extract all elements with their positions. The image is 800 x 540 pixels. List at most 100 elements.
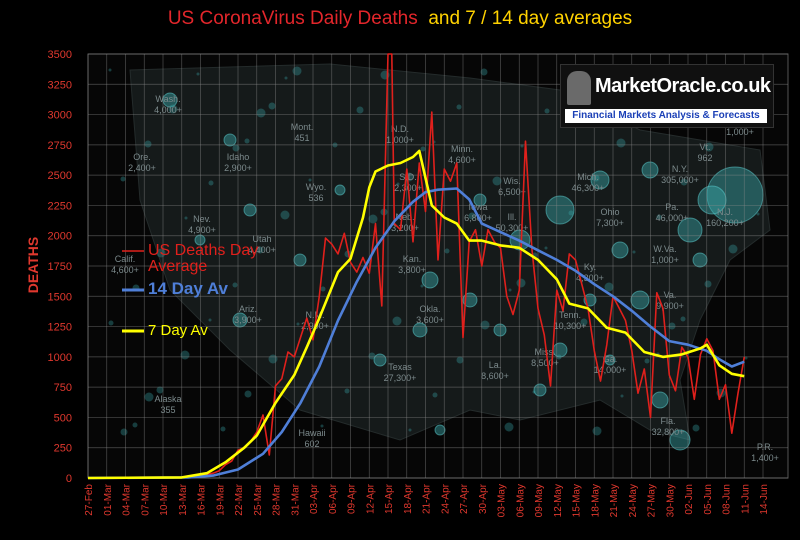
state-name: Okla. xyxy=(419,304,440,314)
state-count: 4,300+ xyxy=(576,273,604,283)
case-bubble xyxy=(243,203,257,217)
state-name: N.Y. xyxy=(672,164,688,174)
case-bubble xyxy=(680,178,688,186)
case-bubble xyxy=(641,161,659,179)
x-tick-label: 27-Apr xyxy=(459,483,470,514)
state-name: Iowa xyxy=(468,202,487,212)
state-count: 9,900+ xyxy=(656,301,684,311)
y-tick-label: 2000 xyxy=(48,231,72,243)
x-tick-label: 15-May xyxy=(572,484,583,517)
case-bubble xyxy=(232,144,240,152)
state-count: 305,000+ xyxy=(661,175,699,185)
case-bubble xyxy=(108,68,112,72)
case-bubble xyxy=(356,106,364,114)
case-bubble xyxy=(268,354,278,364)
state-name: Ohio xyxy=(600,207,619,217)
case-bubble xyxy=(632,250,636,254)
logo-tagline: Financial Markets Analysis & Forecasts xyxy=(565,109,767,123)
case-bubble xyxy=(644,358,650,364)
x-tick-label: 24-May xyxy=(628,484,639,517)
x-tick-label: 12-Apr xyxy=(365,483,376,514)
legend-label: 7 Day Av xyxy=(148,322,208,339)
case-bubble xyxy=(480,68,488,76)
y-tick-label: 1250 xyxy=(48,322,72,334)
state-name: Ga. xyxy=(603,354,618,364)
x-axis-ticks: 27-Feb 01-Mar 04-Mar 07-Mar 10-Mar 13-Mar 16-M… xyxy=(84,483,770,517)
x-tick-label: 21-Apr xyxy=(422,483,433,514)
state-name: Va. xyxy=(664,290,677,300)
legend-label-line1: US Deaths Day xyxy=(148,242,258,259)
state-name: Tenn. xyxy=(559,310,581,320)
state-label: La. 8,600+ xyxy=(481,360,509,381)
case-bubble xyxy=(508,288,512,292)
state-label: N.D. 1,000+ xyxy=(386,124,414,145)
state-count: 3,900+ xyxy=(234,315,262,325)
state-name: Alaska xyxy=(154,394,181,404)
state-count: 50,300+ xyxy=(496,223,529,233)
y-tick-label: 3000 xyxy=(48,110,72,122)
case-bubble xyxy=(344,388,350,394)
case-bubble xyxy=(568,210,574,216)
case-bubble xyxy=(368,352,376,360)
state-name: Wash. xyxy=(155,94,180,104)
y-tick-label: 3250 xyxy=(48,79,72,91)
case-bubble xyxy=(580,318,588,326)
case-bubble xyxy=(268,102,276,110)
state-label: Ariz. 3,900+ xyxy=(234,304,262,325)
state-label: Ga. 14,000+ xyxy=(594,354,627,375)
state-count: 962 xyxy=(697,153,712,163)
y-axis-ticks: 0 250 500 750 1000 1250 1500 1750 2000 2250 2500 27… xyxy=(48,49,72,485)
state-label: W.Va. 1,000+ xyxy=(651,244,679,265)
case-bubble xyxy=(692,424,700,432)
state-label: Ore. 2,400+ xyxy=(128,152,156,173)
chart-title: US CoronaVirus Daily Deaths and 7 / 14 d… xyxy=(0,8,800,30)
y-tick-label: 2500 xyxy=(48,170,72,182)
case-bubble xyxy=(756,212,760,216)
case-bubble xyxy=(692,252,708,268)
state-label: N.Y. 305,000+ xyxy=(661,164,699,185)
state-count: 8,500+ xyxy=(531,358,559,368)
x-tick-label: 07-Mar xyxy=(140,483,151,515)
case-bubble xyxy=(144,392,154,402)
case-bubble xyxy=(412,322,428,338)
case-bubble xyxy=(168,104,178,114)
state-count: 355 xyxy=(160,405,175,415)
case-bubble xyxy=(373,353,387,367)
case-bubble xyxy=(704,280,712,288)
y-tick-label: 750 xyxy=(54,382,72,394)
case-bubble xyxy=(320,286,326,292)
x-tick-label: 14-Jun xyxy=(759,484,770,515)
state-label: Hawaii 602 xyxy=(298,428,325,449)
case-bubble xyxy=(194,234,206,246)
state-name: Minn. xyxy=(451,144,473,154)
state-name: Ill. xyxy=(508,212,517,222)
case-bubble xyxy=(456,356,464,364)
case-bubble xyxy=(280,210,290,220)
state-count: 6,500+ xyxy=(498,187,526,197)
state-name: Mich. xyxy=(577,172,599,182)
logo-brand: MarketOracle.co.uk xyxy=(595,75,771,97)
y-tick-label: 0 xyxy=(66,473,72,485)
case-bubble xyxy=(196,72,200,76)
case-bubble xyxy=(420,284,424,288)
state-count: 1,000+ xyxy=(651,255,679,265)
state-name: Wyo. xyxy=(306,182,326,192)
state-label: Utah 4,400+ xyxy=(248,234,276,255)
state-name: Ore. xyxy=(133,152,151,162)
case-bubble xyxy=(396,182,400,186)
case-bubble xyxy=(180,350,190,360)
case-bubble xyxy=(432,392,438,398)
state-label: Wyo. 536 xyxy=(306,182,326,203)
case-bubble xyxy=(284,76,288,80)
state-name: N.D. xyxy=(391,124,409,134)
state-count: 1,000+ xyxy=(726,127,754,137)
state-label: Ill. 50,300+ xyxy=(496,212,529,233)
case-bubble xyxy=(408,428,412,432)
x-tick-label: 21-May xyxy=(609,484,620,517)
state-name: N.J. xyxy=(717,207,733,217)
state-count: 3,600+ xyxy=(416,315,444,325)
state-name: Texas xyxy=(388,362,412,372)
case-bubble xyxy=(208,318,212,322)
case-bubble xyxy=(728,244,738,254)
state-label: Va. 9,900+ xyxy=(656,290,684,311)
